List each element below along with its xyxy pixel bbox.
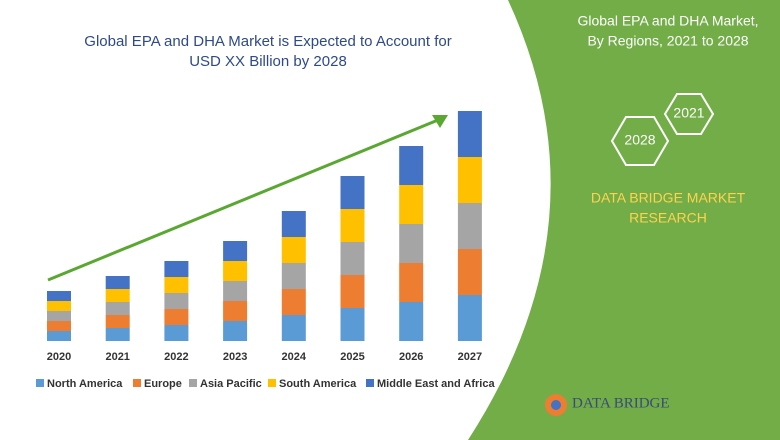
bar-segment — [340, 242, 365, 275]
legend-swatch — [189, 379, 197, 387]
bar-segment — [47, 321, 71, 331]
bar-segment — [457, 203, 482, 249]
bar-segment — [340, 308, 365, 341]
bar-segment — [47, 291, 71, 301]
legend-swatch — [268, 379, 276, 387]
legend-swatch — [133, 379, 141, 387]
bar-segment — [457, 249, 482, 295]
bar-segment — [399, 224, 424, 263]
logo: DATA BRIDGE — [545, 394, 670, 416]
bar-segment — [47, 311, 71, 321]
legend-label: South America — [279, 378, 357, 390]
bar-segment — [164, 325, 189, 341]
legend-swatch — [36, 379, 44, 387]
bar-segment — [281, 211, 306, 237]
legend-swatch — [366, 379, 374, 387]
bar-segment — [164, 309, 189, 325]
bar-segment — [340, 209, 365, 242]
hexagons — [610, 93, 715, 166]
x-tick-label: 2020 — [47, 351, 71, 363]
logo-text: DATA BRIDGE — [572, 395, 670, 411]
brand-text: RESEARCH — [629, 210, 707, 226]
bar-segment — [340, 275, 365, 308]
bar-segment — [223, 261, 248, 281]
bar-segment — [223, 321, 248, 341]
brand-text: DATA BRIDGE MARKET — [591, 190, 746, 206]
bar-segment — [457, 295, 482, 341]
x-tick-label: 2027 — [458, 351, 482, 363]
arrow-head — [432, 115, 448, 128]
x-tick-label: 2021 — [105, 351, 129, 363]
bar-segment — [281, 263, 306, 289]
bar-segment — [164, 261, 189, 277]
chart-title: Global EPA and DHA Market is Expected to… — [84, 33, 451, 50]
bar-segment — [105, 302, 130, 315]
legend-label: North America — [47, 378, 123, 390]
trend-arrow — [47, 118, 439, 282]
bar-segment — [457, 157, 482, 203]
bar-segment — [105, 276, 130, 289]
x-tick-label: 2024 — [282, 351, 307, 363]
bar-segment — [340, 176, 365, 209]
logo-icon — [551, 400, 561, 410]
bar-segment — [223, 281, 248, 301]
x-tick-label: 2023 — [223, 351, 247, 363]
bar-segment — [457, 111, 482, 157]
legend-label: Europe — [144, 378, 182, 390]
bar-segment — [164, 277, 189, 293]
x-tick-label: 2022 — [164, 351, 188, 363]
bar-segment — [164, 293, 189, 309]
hexagon — [610, 116, 670, 166]
bar-segment — [47, 301, 71, 311]
chart-title: USD XX Billion by 2028 — [189, 53, 347, 70]
bar-segment — [399, 302, 424, 341]
panel-heading: By Regions, 2021 to 2028 — [587, 33, 748, 49]
x-tick-label: 2025 — [340, 351, 364, 363]
hexagon — [663, 93, 715, 135]
bar-segment — [223, 301, 248, 321]
x-tick-label: 2026 — [399, 351, 423, 363]
bar-segment — [281, 289, 306, 315]
bar-segment — [399, 146, 424, 185]
bar-segment — [105, 315, 130, 328]
hexagon-label: 2028 — [624, 132, 655, 148]
hexagon-label: 2021 — [673, 105, 704, 121]
side-panel — [468, 0, 780, 440]
bar-segment — [399, 185, 424, 224]
bar-segment — [105, 289, 130, 302]
bar-segment — [105, 328, 130, 341]
panel-heading: Global EPA and DHA Market, — [577, 13, 758, 29]
legend-label: Asia Pacific — [200, 378, 262, 390]
bar-segment — [47, 331, 71, 341]
bar-segment — [281, 315, 306, 341]
bar-segment — [399, 263, 424, 302]
bar-segment — [281, 237, 306, 263]
bar-segment — [223, 241, 248, 261]
legend-label: Middle East and Africa — [377, 378, 495, 390]
